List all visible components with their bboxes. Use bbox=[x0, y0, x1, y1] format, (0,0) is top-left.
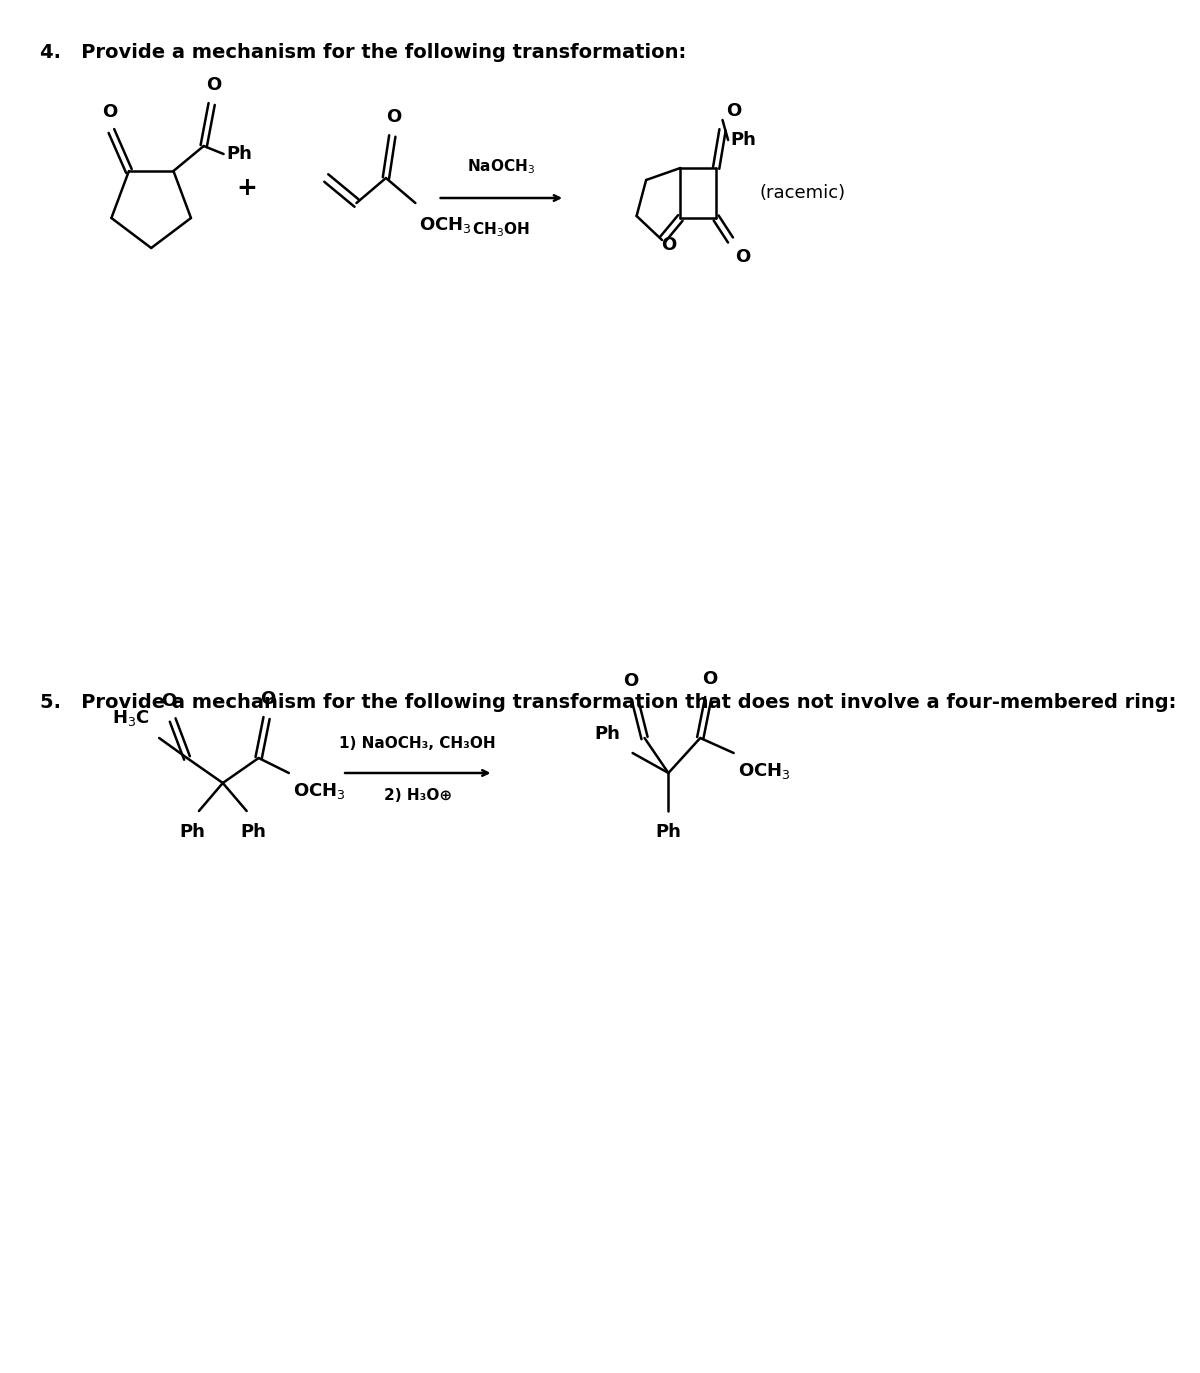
Text: OCH$_3$: OCH$_3$ bbox=[293, 781, 346, 800]
Text: Ph: Ph bbox=[731, 130, 756, 150]
Text: NaOCH$_3$: NaOCH$_3$ bbox=[467, 158, 535, 176]
Text: OCH$_3$: OCH$_3$ bbox=[738, 761, 791, 781]
Text: O: O bbox=[736, 249, 750, 266]
Text: 2) H₃O⊕: 2) H₃O⊕ bbox=[384, 788, 452, 803]
Text: O: O bbox=[702, 670, 718, 688]
Text: 5.   Provide a mechanism for the following transformation that does not involve : 5. Provide a mechanism for the following… bbox=[40, 693, 1176, 713]
Text: (racemic): (racemic) bbox=[760, 184, 846, 202]
Text: Ph: Ph bbox=[655, 822, 682, 842]
Text: 1) NaOCH₃, CH₃OH: 1) NaOCH₃, CH₃OH bbox=[340, 736, 496, 751]
Text: +: + bbox=[236, 176, 257, 200]
Text: O: O bbox=[102, 103, 118, 121]
Text: O: O bbox=[726, 102, 742, 119]
Text: O: O bbox=[386, 108, 402, 126]
Text: O: O bbox=[161, 692, 176, 710]
Text: CH$_3$OH: CH$_3$OH bbox=[473, 220, 530, 239]
Text: O: O bbox=[205, 76, 221, 93]
Text: Ph: Ph bbox=[240, 822, 266, 842]
Text: Ph: Ph bbox=[226, 146, 252, 163]
Text: O: O bbox=[260, 691, 276, 708]
Text: OCH$_3$: OCH$_3$ bbox=[419, 216, 472, 235]
Text: O: O bbox=[661, 236, 676, 254]
Text: 4.   Provide a mechanism for the following transformation:: 4. Provide a mechanism for the following… bbox=[40, 43, 686, 62]
Text: H$_3$C: H$_3$C bbox=[112, 708, 150, 728]
Text: O: O bbox=[623, 671, 638, 691]
Text: Ph: Ph bbox=[595, 725, 620, 743]
Text: Ph: Ph bbox=[180, 822, 205, 842]
